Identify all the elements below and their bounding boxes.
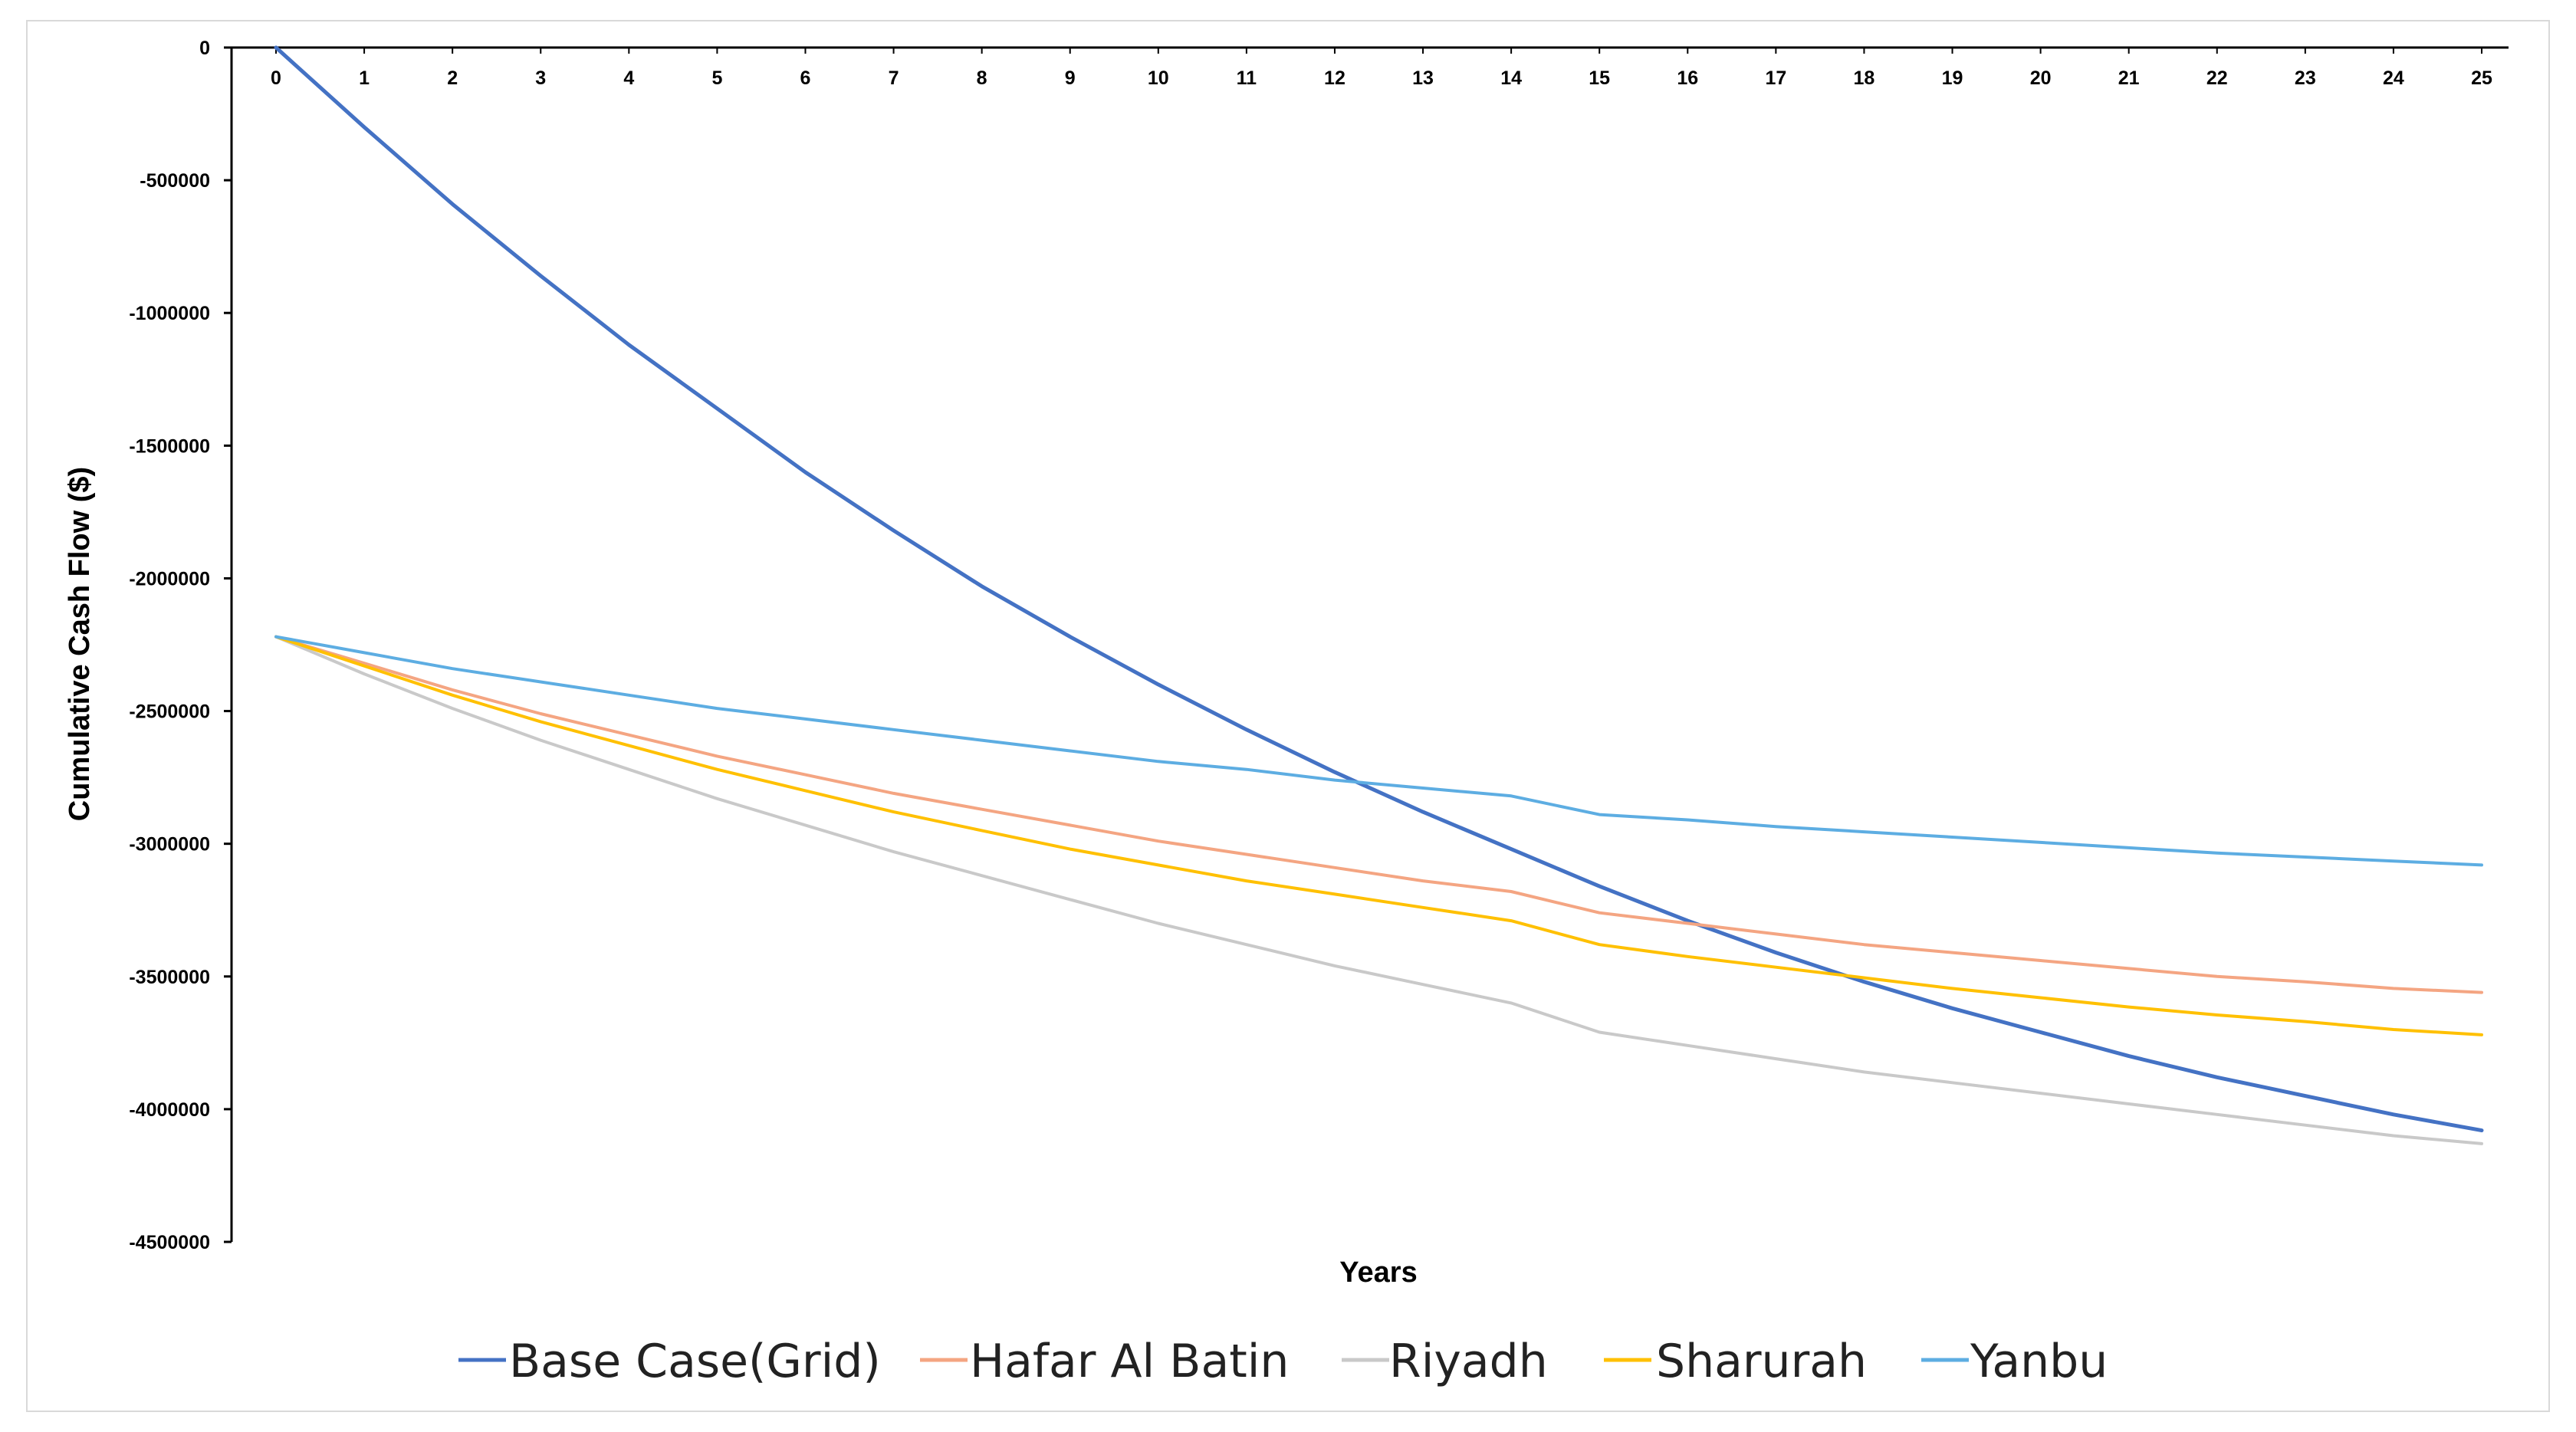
series-lines [274, 45, 2484, 1145]
x-tick-label: 18 [1854, 67, 1875, 89]
legend-label-base-case-grid: Base Case(Grid) [509, 1335, 881, 1388]
legend-label-riyadh: Riyadh [1389, 1335, 1548, 1388]
y-tick-label: -2500000 [129, 701, 210, 723]
series-line-yanbu [274, 635, 2483, 867]
series-line-riyadh [274, 635, 2483, 1145]
x-tick-label: 13 [1412, 67, 1434, 89]
y-axis-title: Cumulative Cash Flow ($) [64, 467, 96, 821]
x-tick-label: 4 [623, 67, 634, 89]
y-tick-label: -3500000 [129, 967, 210, 988]
x-tick-label: 15 [1589, 67, 1610, 89]
series-line-sharurah [274, 635, 2483, 1036]
legend-label-sharurah: Sharurah [1656, 1335, 1867, 1388]
series-line-hafar-al-batin [274, 635, 2483, 994]
x-tick-label: 16 [1677, 67, 1698, 89]
y-tick-label: -1000000 [129, 303, 210, 324]
y-tick-label: -4500000 [129, 1232, 210, 1253]
x-tick-label: 14 [1500, 67, 1522, 89]
legend-label-yanbu: Yanbu [1970, 1335, 2108, 1388]
legend-label-hafar-al-batin: Hafar Al Batin [970, 1335, 1289, 1388]
y-tick-label: -500000 [140, 170, 210, 192]
x-tick-label: 5 [711, 67, 722, 89]
x-tick-label: 1 [359, 67, 370, 89]
x-tick-label: 2 [447, 67, 458, 89]
x-tick-label: 21 [2118, 67, 2140, 89]
x-tick-label: 3 [535, 67, 546, 89]
x-tick-label: 8 [977, 67, 987, 89]
x-tick-label: 6 [800, 67, 811, 89]
y-tick-label: -1500000 [129, 435, 210, 457]
y-tick-label: -2000000 [129, 568, 210, 590]
x-tick-label: 20 [2030, 67, 2052, 89]
x-tick-label: 10 [1148, 67, 1169, 89]
y-tick-label: 0 [199, 38, 210, 59]
x-tick-label: 25 [2471, 67, 2492, 89]
y-tick-label: -4000000 [129, 1099, 210, 1121]
legend: Base Case(Grid) Hafar Al Batin Riyadh Sharu… [458, 1335, 2108, 1388]
axes: 0 -500000 -1000000 -1500000 -2000000 -2500000… [129, 38, 2509, 1253]
chart-frame [26, 20, 2550, 1412]
y-tick-label: -3000000 [129, 834, 210, 856]
series-line-base-case-grid [274, 45, 2484, 1133]
x-tick-label: 19 [1942, 67, 1963, 89]
x-tick-label: 9 [1065, 67, 1076, 89]
x-tick-label: 17 [1765, 67, 1786, 89]
x-tick-label: 22 [2206, 67, 2228, 89]
x-tick-label: 11 [1237, 67, 1257, 89]
x-tick-label: 24 [2383, 67, 2404, 89]
x-tick-label: 7 [889, 67, 899, 89]
x-axis-title: Years [1339, 1256, 1417, 1289]
x-tick-label: 0 [271, 67, 281, 89]
x-tick-label: 23 [2295, 67, 2316, 89]
x-tick-label: 12 [1324, 67, 1346, 89]
